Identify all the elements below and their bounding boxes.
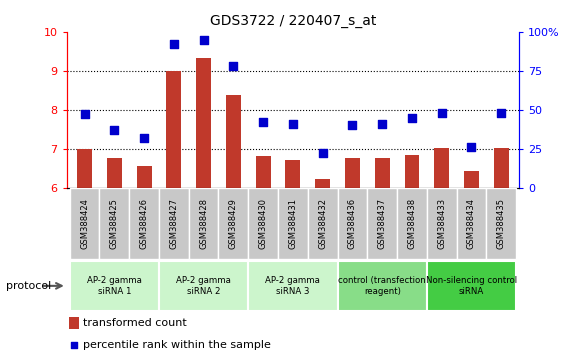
Bar bbox=[375, 159, 390, 188]
Text: GSM388436: GSM388436 bbox=[348, 198, 357, 250]
Bar bbox=[464, 171, 479, 188]
Bar bbox=[69, 318, 79, 329]
Point bbox=[496, 110, 506, 116]
Bar bbox=[338, 261, 427, 311]
Text: GSM388424: GSM388424 bbox=[80, 199, 89, 249]
Bar bbox=[315, 179, 330, 188]
Text: Non-silencing control
siRNA: Non-silencing control siRNA bbox=[426, 276, 517, 296]
Bar bbox=[248, 261, 338, 311]
Text: GSM388430: GSM388430 bbox=[259, 198, 267, 250]
Text: GSM388438: GSM388438 bbox=[408, 198, 416, 250]
Point bbox=[259, 119, 268, 125]
Point bbox=[378, 121, 387, 127]
Text: GSM388427: GSM388427 bbox=[169, 198, 178, 250]
Bar bbox=[129, 188, 159, 259]
Text: GDS3722 / 220407_s_at: GDS3722 / 220407_s_at bbox=[210, 14, 376, 28]
Point bbox=[437, 110, 447, 116]
Bar bbox=[494, 148, 509, 188]
Text: AP-2 gamma
siRNA 3: AP-2 gamma siRNA 3 bbox=[266, 276, 320, 296]
Point bbox=[288, 121, 298, 127]
Point bbox=[229, 63, 238, 69]
Point bbox=[348, 122, 357, 128]
Text: GSM388433: GSM388433 bbox=[437, 198, 446, 250]
Text: GSM388435: GSM388435 bbox=[496, 198, 506, 250]
Bar bbox=[397, 188, 427, 259]
Bar bbox=[434, 148, 449, 188]
Bar bbox=[427, 188, 456, 259]
Point bbox=[80, 112, 89, 117]
Bar bbox=[219, 188, 248, 259]
Bar bbox=[278, 188, 308, 259]
Point bbox=[169, 41, 179, 47]
Point bbox=[69, 342, 78, 348]
Bar bbox=[308, 188, 338, 259]
Bar bbox=[77, 149, 92, 188]
Bar bbox=[338, 188, 367, 259]
Point bbox=[199, 37, 208, 42]
Bar bbox=[159, 188, 188, 259]
Text: GSM388428: GSM388428 bbox=[199, 198, 208, 250]
Point bbox=[139, 135, 148, 141]
Bar bbox=[107, 159, 122, 188]
Text: AP-2 gamma
siRNA 1: AP-2 gamma siRNA 1 bbox=[87, 276, 142, 296]
Text: GSM388434: GSM388434 bbox=[467, 198, 476, 250]
Bar bbox=[196, 58, 211, 188]
Bar bbox=[345, 159, 360, 188]
Bar bbox=[226, 95, 241, 188]
Text: transformed count: transformed count bbox=[82, 318, 186, 329]
Bar bbox=[285, 160, 300, 188]
Text: protocol: protocol bbox=[6, 281, 51, 291]
Bar bbox=[188, 188, 219, 259]
Text: GSM388431: GSM388431 bbox=[288, 198, 298, 250]
Bar bbox=[367, 188, 397, 259]
Text: control (transfection
reagent): control (transfection reagent) bbox=[338, 276, 426, 296]
Text: GSM388426: GSM388426 bbox=[140, 198, 148, 250]
Bar bbox=[487, 188, 516, 259]
Point bbox=[110, 127, 119, 133]
Bar bbox=[70, 261, 159, 311]
Bar bbox=[159, 261, 248, 311]
Text: GSM388429: GSM388429 bbox=[229, 199, 238, 249]
Bar bbox=[137, 166, 151, 188]
Bar bbox=[99, 188, 129, 259]
Text: GSM388437: GSM388437 bbox=[378, 198, 387, 250]
Bar bbox=[166, 71, 182, 188]
Bar bbox=[456, 188, 487, 259]
Bar bbox=[70, 188, 99, 259]
Point bbox=[318, 150, 327, 156]
Bar bbox=[427, 261, 516, 311]
Point bbox=[407, 115, 416, 120]
Bar bbox=[248, 188, 278, 259]
Point bbox=[467, 144, 476, 150]
Text: percentile rank within the sample: percentile rank within the sample bbox=[82, 339, 270, 350]
Bar bbox=[404, 154, 419, 188]
Text: GSM388432: GSM388432 bbox=[318, 198, 327, 250]
Bar bbox=[256, 156, 271, 188]
Text: GSM388425: GSM388425 bbox=[110, 199, 119, 249]
Text: AP-2 gamma
siRNA 2: AP-2 gamma siRNA 2 bbox=[176, 276, 231, 296]
